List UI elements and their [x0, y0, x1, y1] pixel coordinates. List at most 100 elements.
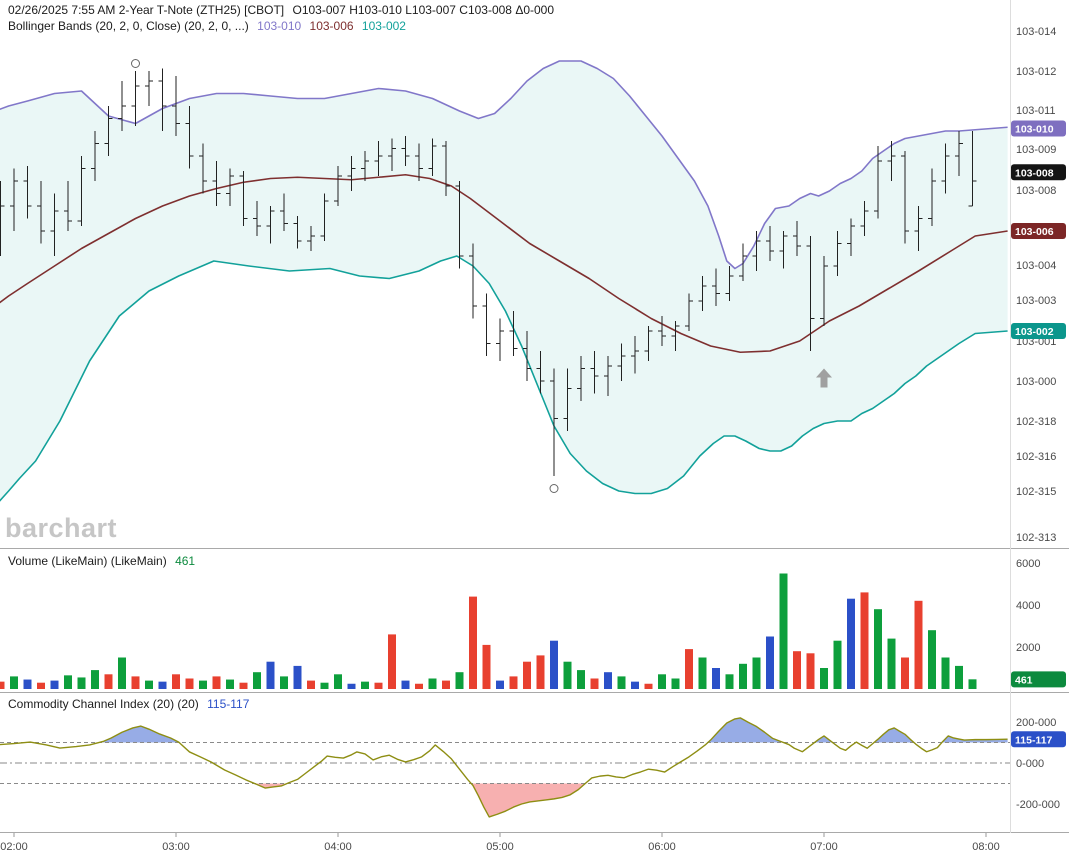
volume-bar [415, 683, 423, 689]
volume-bar [914, 600, 923, 689]
y-axis-label: 103-009 [1016, 144, 1056, 156]
volume-bar [833, 640, 842, 689]
price-bar [334, 166, 342, 206]
volume-bar [10, 676, 18, 689]
volume-bar [253, 672, 261, 689]
price-bar [779, 231, 788, 269]
volume-bar [50, 680, 59, 689]
cci-positive-fill [814, 735, 833, 743]
cci-negative-fill [471, 783, 586, 817]
price-bar [428, 138, 437, 176]
volume-bar [590, 678, 599, 689]
x-axis-label: 03:00 [162, 841, 190, 853]
volume-bar [698, 657, 707, 689]
cci-axis-label: -200-000 [1016, 799, 1060, 811]
volume-bar [874, 609, 882, 689]
volume-bar [928, 630, 936, 689]
price-bar [482, 293, 491, 356]
price-bar [617, 343, 626, 381]
price-bar [577, 356, 585, 401]
volume-bar [860, 592, 869, 689]
y-axis-label: 103-003 [1016, 295, 1056, 307]
y-axis-label: 103-012 [1016, 66, 1056, 78]
volume-bar [469, 596, 477, 689]
price-bar [874, 146, 882, 219]
volume-bar [172, 674, 180, 689]
price-bar [212, 161, 221, 206]
volume-bar [739, 663, 747, 689]
volume-bar [293, 665, 302, 689]
price-bar [145, 71, 153, 106]
svg-text:103-008: 103-008 [1015, 167, 1054, 179]
cci-positive-fill [941, 735, 1008, 743]
price-bar [820, 256, 828, 326]
cci-positive-fill [874, 727, 914, 743]
volume-bar [752, 657, 761, 689]
y-axis-label: 102-318 [1016, 416, 1056, 428]
price-bar [914, 206, 923, 251]
price-bar [887, 141, 896, 181]
volume-bar [64, 675, 72, 689]
price-bar [496, 318, 504, 361]
price-bar [64, 181, 72, 231]
volume-bar [77, 677, 86, 689]
price-badge-maroon: 103-006 [1011, 223, 1066, 239]
x-axis-label: 05:00 [486, 841, 514, 853]
price-bar [833, 231, 842, 276]
volume-bar [563, 661, 572, 689]
price-bar [698, 276, 707, 311]
price-bar [185, 106, 194, 169]
y-axis-label: 103-000 [1016, 376, 1056, 388]
price-badge-black: 103-008 [1011, 164, 1066, 181]
price-bar [415, 143, 423, 181]
price-bar [320, 193, 329, 241]
price-bar [604, 356, 612, 396]
price-bar [266, 206, 275, 244]
price-bar [725, 266, 734, 301]
price-bar [374, 141, 383, 176]
volume-bar [185, 678, 194, 689]
svg-text:103-002: 103-002 [1015, 326, 1054, 338]
price-badge-teal: 103-002 [1011, 323, 1066, 339]
x-axis-label: 06:00 [648, 841, 676, 853]
volume-bar [509, 676, 518, 689]
price-bar [793, 221, 801, 256]
volume-bar [725, 674, 734, 689]
price-badge-purple: 103-010 [1011, 120, 1066, 137]
price-bar [847, 218, 855, 256]
volume-bar [374, 682, 383, 689]
x-axis-label: 02:00 [0, 841, 28, 853]
price-bar [860, 201, 869, 236]
volume-bar [91, 670, 99, 689]
volume-bar [806, 653, 815, 689]
svg-text:461: 461 [1015, 674, 1033, 686]
volume-bar [37, 682, 45, 689]
volume-bar [968, 679, 977, 689]
price-bar [685, 293, 693, 331]
price-bar [806, 236, 815, 351]
volume-bar [131, 676, 140, 689]
volume-bar [266, 661, 275, 689]
volume-bar [334, 674, 342, 689]
volume-bar [766, 636, 774, 689]
cci-line [0, 717, 1008, 818]
price-bar [658, 316, 666, 346]
volume-bar [955, 665, 963, 689]
volume-bar [779, 573, 788, 689]
price-bar [739, 243, 747, 281]
y-axis-label: 103-008 [1016, 185, 1056, 197]
volume-bar [901, 657, 909, 689]
price-bar [37, 181, 45, 244]
volume-bar [104, 674, 113, 689]
price-bar [563, 368, 572, 431]
volume-bar [712, 668, 720, 689]
bollinger-fill [0, 61, 1008, 501]
volume-bar [320, 682, 329, 689]
price-bar [104, 106, 113, 156]
price-bar [23, 166, 32, 219]
price-bar [158, 68, 167, 131]
volume-bar [887, 638, 896, 689]
svg-text:115-117: 115-117 [1015, 734, 1053, 746]
